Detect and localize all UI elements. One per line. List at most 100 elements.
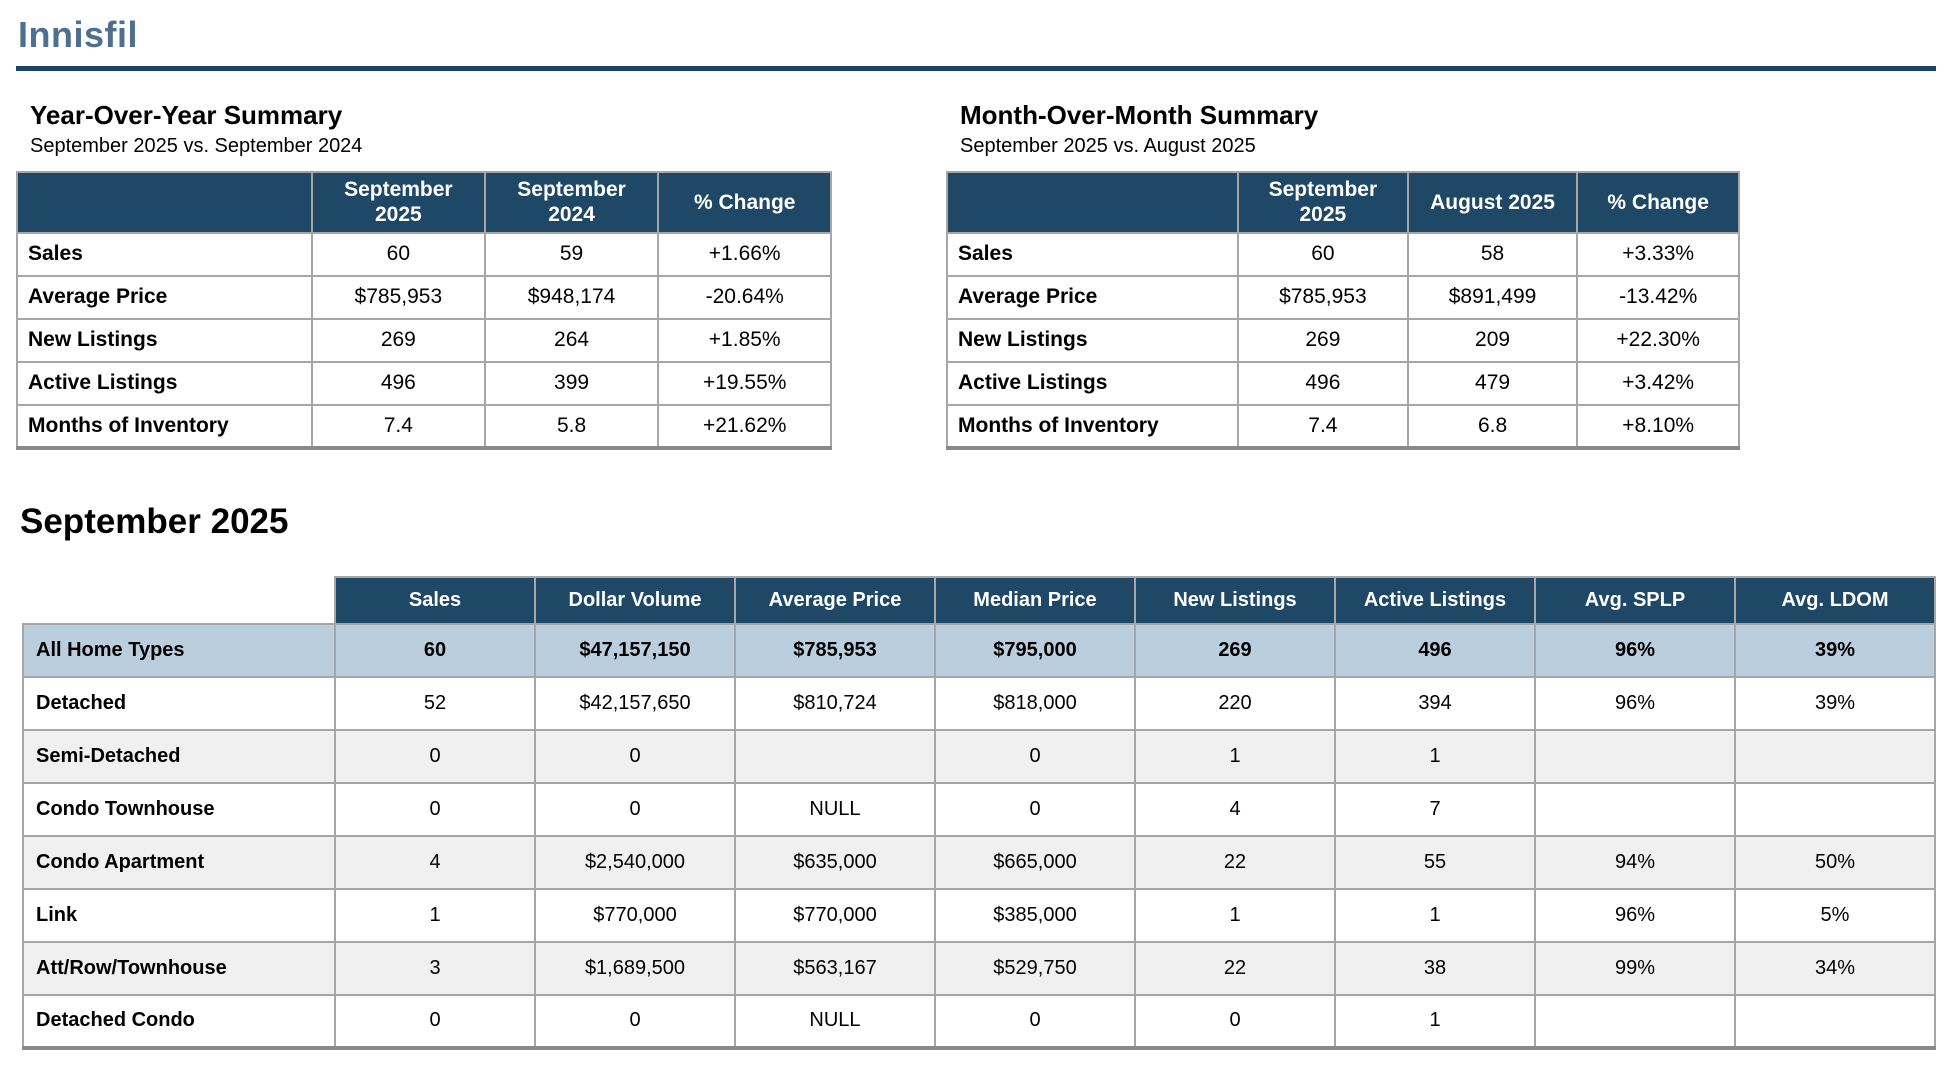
- cell: $818,000: [934, 675, 1136, 731]
- cell: 0: [534, 728, 736, 784]
- monthly-col-header: New Listings: [1134, 575, 1336, 625]
- row-label: All Home Types: [22, 622, 336, 678]
- row-label: Sales: [16, 231, 313, 277]
- cell: 399: [483, 360, 660, 406]
- cell: +1.66%: [657, 231, 832, 277]
- monthly-heading: September 2025: [20, 501, 289, 541]
- monthly-col-header: Average Price: [734, 575, 936, 625]
- cell: 0: [934, 728, 1136, 784]
- yoy-heading: Year-Over-Year Summary: [30, 100, 343, 131]
- cell: $529,750: [934, 940, 1136, 996]
- cell: 0: [334, 781, 536, 837]
- summary-section: Year-Over-Year Summary September 2025 vs…: [16, 100, 1936, 450]
- cell: $1,689,500: [534, 940, 736, 996]
- cell: 220: [1134, 675, 1336, 731]
- cell: [1534, 728, 1736, 784]
- cell: 394: [1334, 675, 1536, 731]
- cell: 0: [934, 781, 1136, 837]
- table-row: Active Listings 496 479 +3.42%: [946, 360, 1740, 406]
- monthly-table: Sales Dollar Volume Average Price Median…: [22, 575, 1936, 1050]
- monthly-col-header: Dollar Volume: [534, 575, 736, 625]
- table-row-detached-condo: Detached Condo 0 0 NULL 0 0 1: [22, 993, 1936, 1049]
- cell: $385,000: [934, 887, 1136, 943]
- yoy-col-header: September 2025: [310, 171, 486, 234]
- cell: 99%: [1534, 940, 1736, 996]
- cell: +3.33%: [1576, 231, 1740, 277]
- cell: $47,157,150: [534, 622, 736, 678]
- row-label: Condo Apartment: [22, 834, 336, 890]
- cell: [734, 728, 936, 784]
- cell: 4: [1134, 781, 1336, 837]
- cell: 38: [1334, 940, 1536, 996]
- cell: 0: [934, 993, 1136, 1049]
- cell: 52: [334, 675, 536, 731]
- row-label: Semi-Detached: [22, 728, 336, 784]
- cell: 0: [534, 781, 736, 837]
- cell: $770,000: [734, 887, 936, 943]
- cell: [1734, 993, 1936, 1049]
- row-label: Link: [22, 887, 336, 943]
- cell: 96%: [1534, 887, 1736, 943]
- row-label: Condo Townhouse: [22, 781, 336, 837]
- row-label: Active Listings: [946, 360, 1239, 406]
- yoy-subtitle: September 2025 vs. September 2024: [30, 135, 363, 158]
- mom-header-empty: [946, 171, 1239, 234]
- cell: 7.4: [1237, 403, 1409, 449]
- row-label: Months of Inventory: [16, 403, 313, 449]
- mom-col-header: August 2025: [1406, 171, 1579, 234]
- monthly-col-header: Active Listings: [1334, 575, 1536, 625]
- monthly-header-row: Sales Dollar Volume Average Price Median…: [23, 575, 1936, 625]
- yoy-table: September 2025 September 2024 % Change S…: [16, 171, 832, 450]
- mom-table: September 2025 August 2025 % Change Sale…: [946, 171, 1740, 450]
- cell: 269: [1237, 317, 1409, 363]
- cell: $948,174: [483, 274, 660, 320]
- table-row-link: Link 1 $770,000 $770,000 $385,000 1 1 96…: [22, 887, 1936, 943]
- cell: 7: [1334, 781, 1536, 837]
- row-label: Active Listings: [16, 360, 313, 406]
- row-label: New Listings: [16, 317, 313, 363]
- cell: 58: [1406, 231, 1579, 277]
- cell: 264: [483, 317, 660, 363]
- row-label: Att/Row/Townhouse: [22, 940, 336, 996]
- cell: 3: [334, 940, 536, 996]
- monthly-header-empty: [23, 576, 335, 624]
- cell: +22.30%: [1576, 317, 1740, 363]
- yoy-header-row: September 2025 September 2024 % Change: [16, 171, 832, 234]
- cell: 22: [1134, 834, 1336, 890]
- cell: $785,953: [734, 622, 936, 678]
- cell: 1: [1134, 728, 1336, 784]
- row-label: Average Price: [16, 274, 313, 320]
- cell: [1734, 728, 1936, 784]
- cell: NULL: [734, 993, 936, 1049]
- cell: 34%: [1734, 940, 1936, 996]
- mom-heading: Month-Over-Month Summary: [960, 100, 1319, 131]
- cell: 60: [1237, 231, 1409, 277]
- cell: +19.55%: [657, 360, 832, 406]
- cell: 96%: [1534, 675, 1736, 731]
- cell: $785,953: [1237, 274, 1409, 320]
- cell: 39%: [1734, 675, 1936, 731]
- cell: 496: [1334, 622, 1536, 678]
- cell: 60: [334, 622, 536, 678]
- cell: 496: [310, 360, 486, 406]
- cell: $785,953: [310, 274, 486, 320]
- cell: 0: [334, 993, 536, 1049]
- mom-summary-block: Month-Over-Month Summary September 2025 …: [946, 100, 1740, 450]
- row-label: Sales: [946, 231, 1239, 277]
- table-row-all-home-types: All Home Types 60 $47,157,150 $785,953 $…: [22, 622, 1936, 678]
- cell: 59: [483, 231, 660, 277]
- table-row: New Listings 269 209 +22.30%: [946, 317, 1740, 363]
- table-row: Average Price $785,953 $891,499 -13.42%: [946, 274, 1740, 320]
- cell: $635,000: [734, 834, 936, 890]
- cell: 0: [534, 993, 736, 1049]
- yoy-col-header: September 2024: [483, 171, 660, 234]
- cell: 1: [1334, 728, 1536, 784]
- cell: 94%: [1534, 834, 1736, 890]
- yoy-col-header: % Change: [657, 171, 832, 234]
- row-label: Average Price: [946, 274, 1239, 320]
- cell: 269: [1134, 622, 1336, 678]
- cell: [1534, 781, 1736, 837]
- cell: [1734, 781, 1936, 837]
- cell: $665,000: [934, 834, 1136, 890]
- cell: $795,000: [934, 622, 1136, 678]
